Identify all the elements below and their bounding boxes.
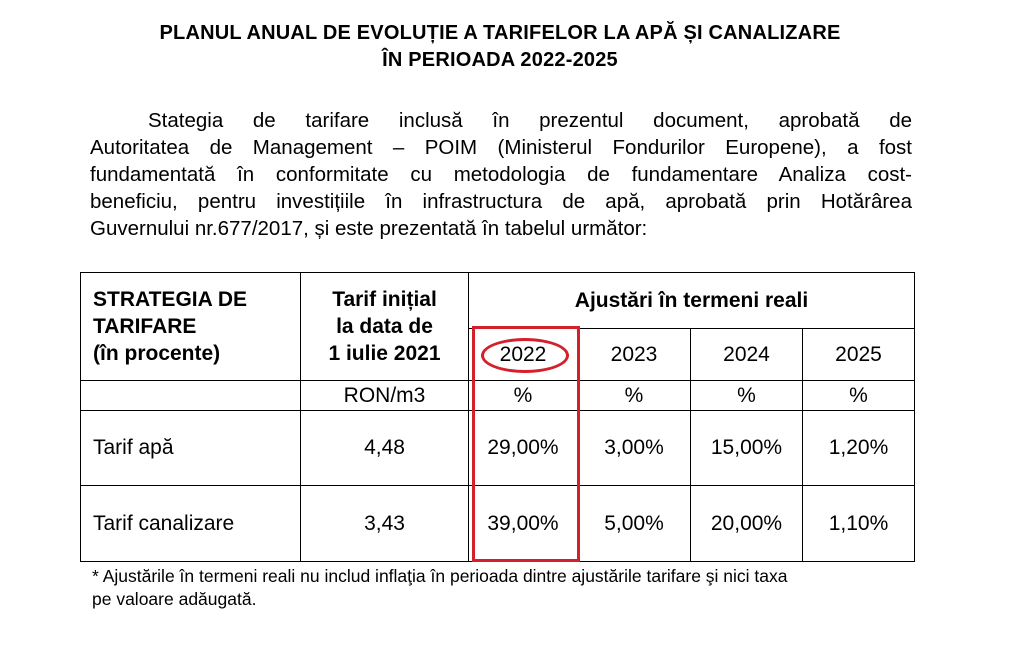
paragraph-line: Guvernului nr.677/2017, și este prezenta… <box>90 217 648 240</box>
row-label: Tarif apă <box>80 410 301 486</box>
adjustment-value: 5,00% <box>577 485 691 562</box>
strategy-header-line: TARIFARE <box>93 315 197 338</box>
footnote-line: pe valoare adăugată. <box>92 589 257 609</box>
adjustment-value: 39,00% <box>468 485 578 562</box>
year-2024: 2024 <box>690 328 803 381</box>
document-title-line2: ÎN PERIOADA 2022-2025 <box>382 49 618 71</box>
row-label: Tarif canalizare <box>80 485 301 562</box>
strategy-header-line: STRATEGIA DE <box>93 288 248 311</box>
adjustment-value: 29,00% <box>468 410 578 486</box>
strategy-header-cell: STRATEGIA DE TARIFARE (în procente) <box>80 272 301 381</box>
tariff-table: STRATEGIA DE TARIFARE (în procente) Tari… <box>80 272 915 562</box>
paragraph-line: beneficiu, pentru investițiile în infras… <box>90 190 912 213</box>
footnote-line: * Ajustările în termeni reali nu includ … <box>92 566 788 586</box>
adjustment-value: 20,00% <box>690 485 803 562</box>
unit-cell: % <box>577 380 691 411</box>
adjustment-value: 3,00% <box>577 410 691 486</box>
year-2023: 2023 <box>577 328 691 381</box>
unit-cell: % <box>690 380 803 411</box>
year-2022: 2022 <box>468 328 578 381</box>
document-title-line1: PLANUL ANUAL DE EVOLUȚIE A TARIFELOR LA … <box>159 22 841 44</box>
paragraph-line: fundamentată în conformitate cu metodolo… <box>90 163 912 186</box>
adjustment-value: 15,00% <box>690 410 803 486</box>
initial-tariff-value: 4,48 <box>300 410 469 486</box>
unit-cell: % <box>802 380 915 411</box>
paragraph-line: Autoritatea de Management – POIM (Minist… <box>90 136 912 159</box>
footnote: * Ajustările în termeni reali nu includ … <box>92 565 922 611</box>
table-row: Tarif canalizare 3,43 39,00% 5,00% 20,00… <box>80 485 915 562</box>
initial-tariff-header-line: Tarif inițial <box>332 288 437 311</box>
empty-unit-cell <box>80 380 301 411</box>
unit-cell: RON/m3 <box>300 380 469 411</box>
initial-tariff-value: 3,43 <box>300 485 469 562</box>
initial-tariff-header-cell: Tarif inițial la data de 1 iulie 2021 <box>300 272 469 381</box>
year-2025: 2025 <box>802 328 915 381</box>
adjustment-value: 1,20% <box>802 410 915 486</box>
initial-tariff-header-line: 1 iulie 2021 <box>328 342 441 365</box>
table-row: Tarif apă 4,48 29,00% 3,00% 15,00% 1,20% <box>80 410 915 486</box>
unit-cell: % <box>468 380 578 411</box>
adjustments-header: Ajustări în termeni reali <box>468 272 915 329</box>
initial-tariff-header-line: la data de <box>336 315 433 338</box>
intro-paragraph: Stategia de tarifare inclusă în prezentu… <box>90 107 912 242</box>
strategy-header-line: (în procente) <box>93 342 221 365</box>
paragraph-line: Stategia de tarifare inclusă în prezentu… <box>148 109 912 132</box>
adjustment-value: 1,10% <box>802 485 915 562</box>
